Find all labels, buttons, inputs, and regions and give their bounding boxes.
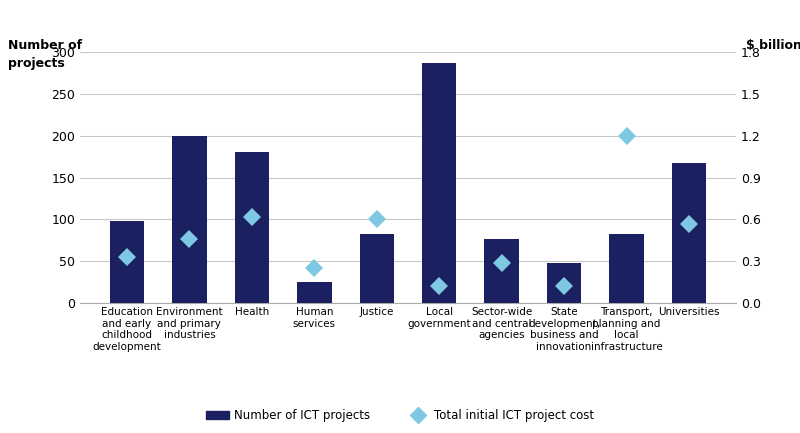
- Bar: [360, 234, 394, 303]
- Text: Number of: Number of: [8, 39, 82, 52]
- Bar: [610, 234, 644, 303]
- Bar: [172, 136, 206, 303]
- Bar: [422, 63, 456, 303]
- Bar: [110, 221, 144, 303]
- Bar: [672, 163, 706, 303]
- Legend: Number of ICT projects, Total initial ICT project cost: Number of ICT projects, Total initial IC…: [201, 405, 599, 427]
- Bar: [234, 152, 269, 303]
- Bar: [547, 263, 582, 303]
- Text: projects: projects: [8, 57, 65, 70]
- Text: $ billion: $ billion: [746, 39, 800, 52]
- Bar: [297, 282, 331, 303]
- Bar: [485, 239, 519, 303]
